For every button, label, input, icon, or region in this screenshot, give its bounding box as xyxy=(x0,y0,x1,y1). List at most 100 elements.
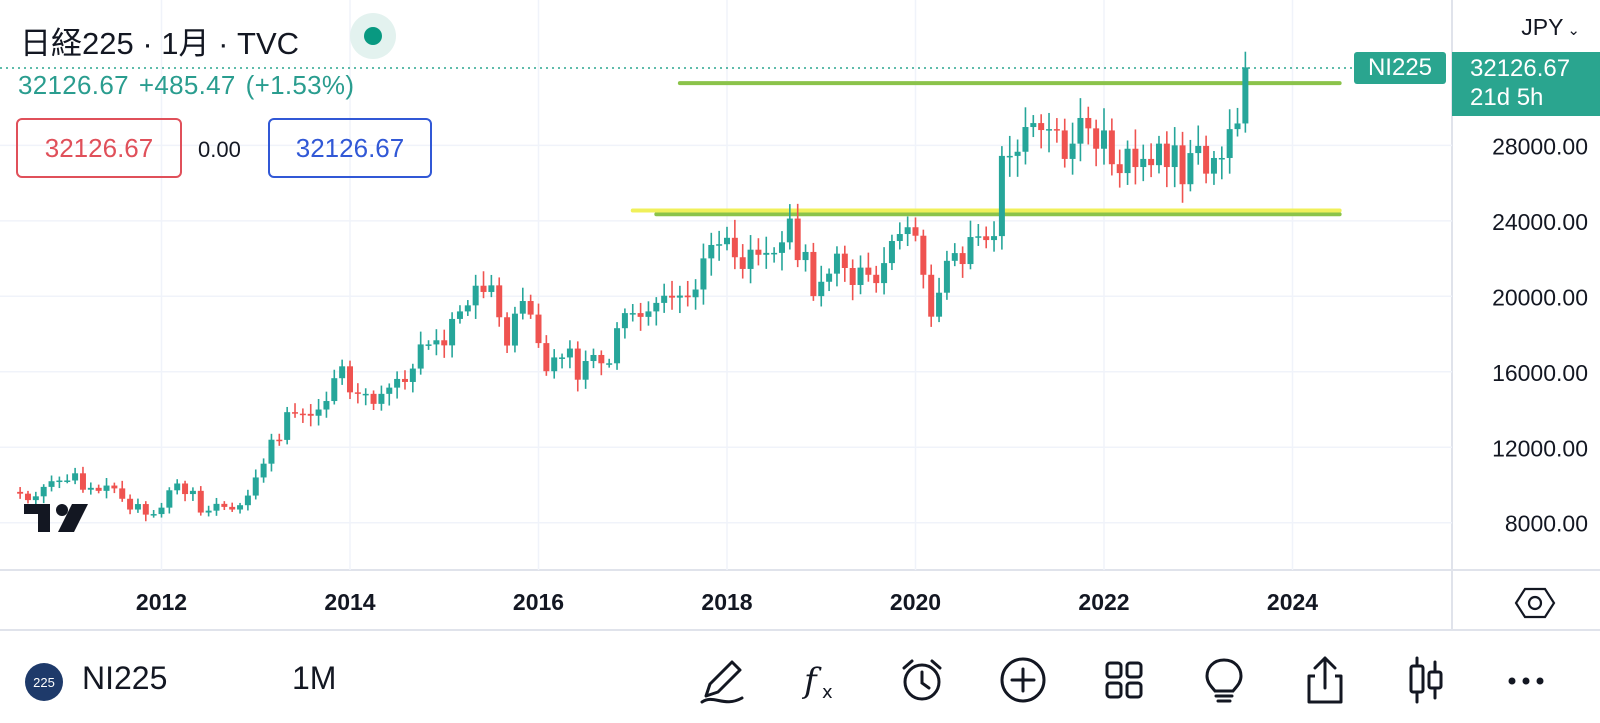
candle-body xyxy=(323,401,330,410)
candle-body xyxy=(983,236,990,241)
more-dots-icon[interactable] xyxy=(1498,652,1554,708)
candle-body xyxy=(559,357,566,359)
candle-body xyxy=(1226,129,1233,158)
candle-body xyxy=(1179,145,1186,185)
draw-pen-icon[interactable] xyxy=(694,652,750,708)
candle-body xyxy=(998,155,1005,237)
candle-body xyxy=(731,237,738,258)
candle-body xyxy=(158,507,165,515)
time-tick-label: 2024 xyxy=(1267,589,1318,615)
sell-button[interactable]: 32126.67 xyxy=(16,118,182,178)
candle-body xyxy=(676,295,683,298)
candle-body xyxy=(1038,123,1045,131)
candle-body xyxy=(810,251,817,297)
candle-body xyxy=(684,295,691,298)
candle-body xyxy=(519,301,526,314)
add-plus-icon[interactable] xyxy=(995,652,1051,708)
interval-button[interactable]: 1M xyxy=(292,660,337,696)
symbol-title[interactable]: 日経225 · 1月 · TVC xyxy=(20,26,300,61)
candle-body xyxy=(229,506,236,510)
candle-body xyxy=(32,496,39,501)
candle-body xyxy=(1077,117,1084,144)
candle-body xyxy=(456,311,463,319)
candle-body xyxy=(904,227,911,235)
share-icon[interactable] xyxy=(1297,652,1353,708)
candle-body xyxy=(1124,148,1131,174)
candle-body xyxy=(1116,164,1123,174)
candle-body xyxy=(276,439,283,442)
candle-body xyxy=(354,392,361,394)
candle-body xyxy=(747,249,754,269)
candle-body xyxy=(794,218,801,261)
candle-body xyxy=(1242,67,1249,124)
candle-body xyxy=(64,480,71,482)
symbol-search-button[interactable]: NI225 xyxy=(82,660,168,696)
candle-body xyxy=(496,285,503,318)
candle-body xyxy=(386,387,393,394)
quote-line: 32126.67 +485.47 (+1.53%) xyxy=(18,70,364,101)
candle-body xyxy=(629,313,636,315)
candle-body xyxy=(551,357,558,372)
candle-body xyxy=(645,311,652,317)
candle-body xyxy=(598,354,605,364)
candle-body xyxy=(637,313,644,317)
drawn-horizontal-lines[interactable] xyxy=(630,81,1342,217)
candle-body xyxy=(197,490,204,513)
time-tick-label: 2014 xyxy=(324,589,375,615)
candle-body xyxy=(943,260,950,293)
chart-type-candles-icon[interactable] xyxy=(1398,652,1454,708)
market-status-dot[interactable] xyxy=(350,13,396,59)
candle-body xyxy=(299,413,306,416)
candle-body xyxy=(433,340,440,345)
candle-body xyxy=(1140,158,1147,168)
time-axis[interactable]: 2012 2014 2016 2018 2020 2022 2024 xyxy=(136,589,1318,615)
candle-body xyxy=(221,503,228,507)
candle-body xyxy=(268,439,275,464)
candle-body xyxy=(716,244,723,246)
candle-body xyxy=(1234,123,1241,130)
alert-clock-icon[interactable] xyxy=(894,652,950,708)
candle-body xyxy=(127,498,134,510)
candle-body xyxy=(425,344,432,346)
candle-body xyxy=(103,485,110,491)
candle-body xyxy=(189,490,196,495)
ideas-bulb-icon[interactable] xyxy=(1196,652,1252,708)
candle-body xyxy=(606,363,613,365)
candle-body xyxy=(87,487,94,490)
candle-body xyxy=(786,218,793,243)
candle-body xyxy=(48,481,55,487)
candle-body xyxy=(370,393,377,404)
candle-body xyxy=(936,292,943,317)
candle-body xyxy=(661,295,668,303)
candle-body xyxy=(504,317,511,346)
candle-body xyxy=(527,301,534,315)
candle-body xyxy=(166,490,173,508)
candle-body xyxy=(653,302,660,312)
candle-body xyxy=(1069,143,1076,159)
candle-body xyxy=(582,361,589,380)
currency-selector[interactable]: JPY ⌄ xyxy=(1521,14,1580,41)
candle-body xyxy=(347,366,353,393)
symbol-badge[interactable]: 225 xyxy=(25,663,63,701)
candle-body xyxy=(1195,145,1202,154)
price-axis[interactable]: 8000.00 12000.00 16000.00 20000.00 24000.00 2… xyxy=(1492,133,1588,536)
chevron-down-icon: ⌄ xyxy=(1567,22,1580,39)
candle-body xyxy=(24,493,31,501)
candle-body xyxy=(111,485,118,489)
buy-button[interactable]: 32126.67 xyxy=(268,118,432,178)
candle-body xyxy=(1093,128,1100,149)
candle-body xyxy=(56,480,63,483)
candle-body xyxy=(17,491,24,494)
candle-body xyxy=(959,253,966,265)
layouts-grid-icon[interactable] xyxy=(1096,652,1152,708)
candle-body xyxy=(833,253,840,274)
candle-body xyxy=(692,289,699,298)
scale-settings-icon[interactable] xyxy=(1514,582,1556,624)
candle-body xyxy=(205,510,212,513)
candle-body xyxy=(1148,158,1155,166)
candle-body xyxy=(1132,148,1139,168)
candle-body xyxy=(771,252,778,255)
candle-body xyxy=(818,281,825,297)
